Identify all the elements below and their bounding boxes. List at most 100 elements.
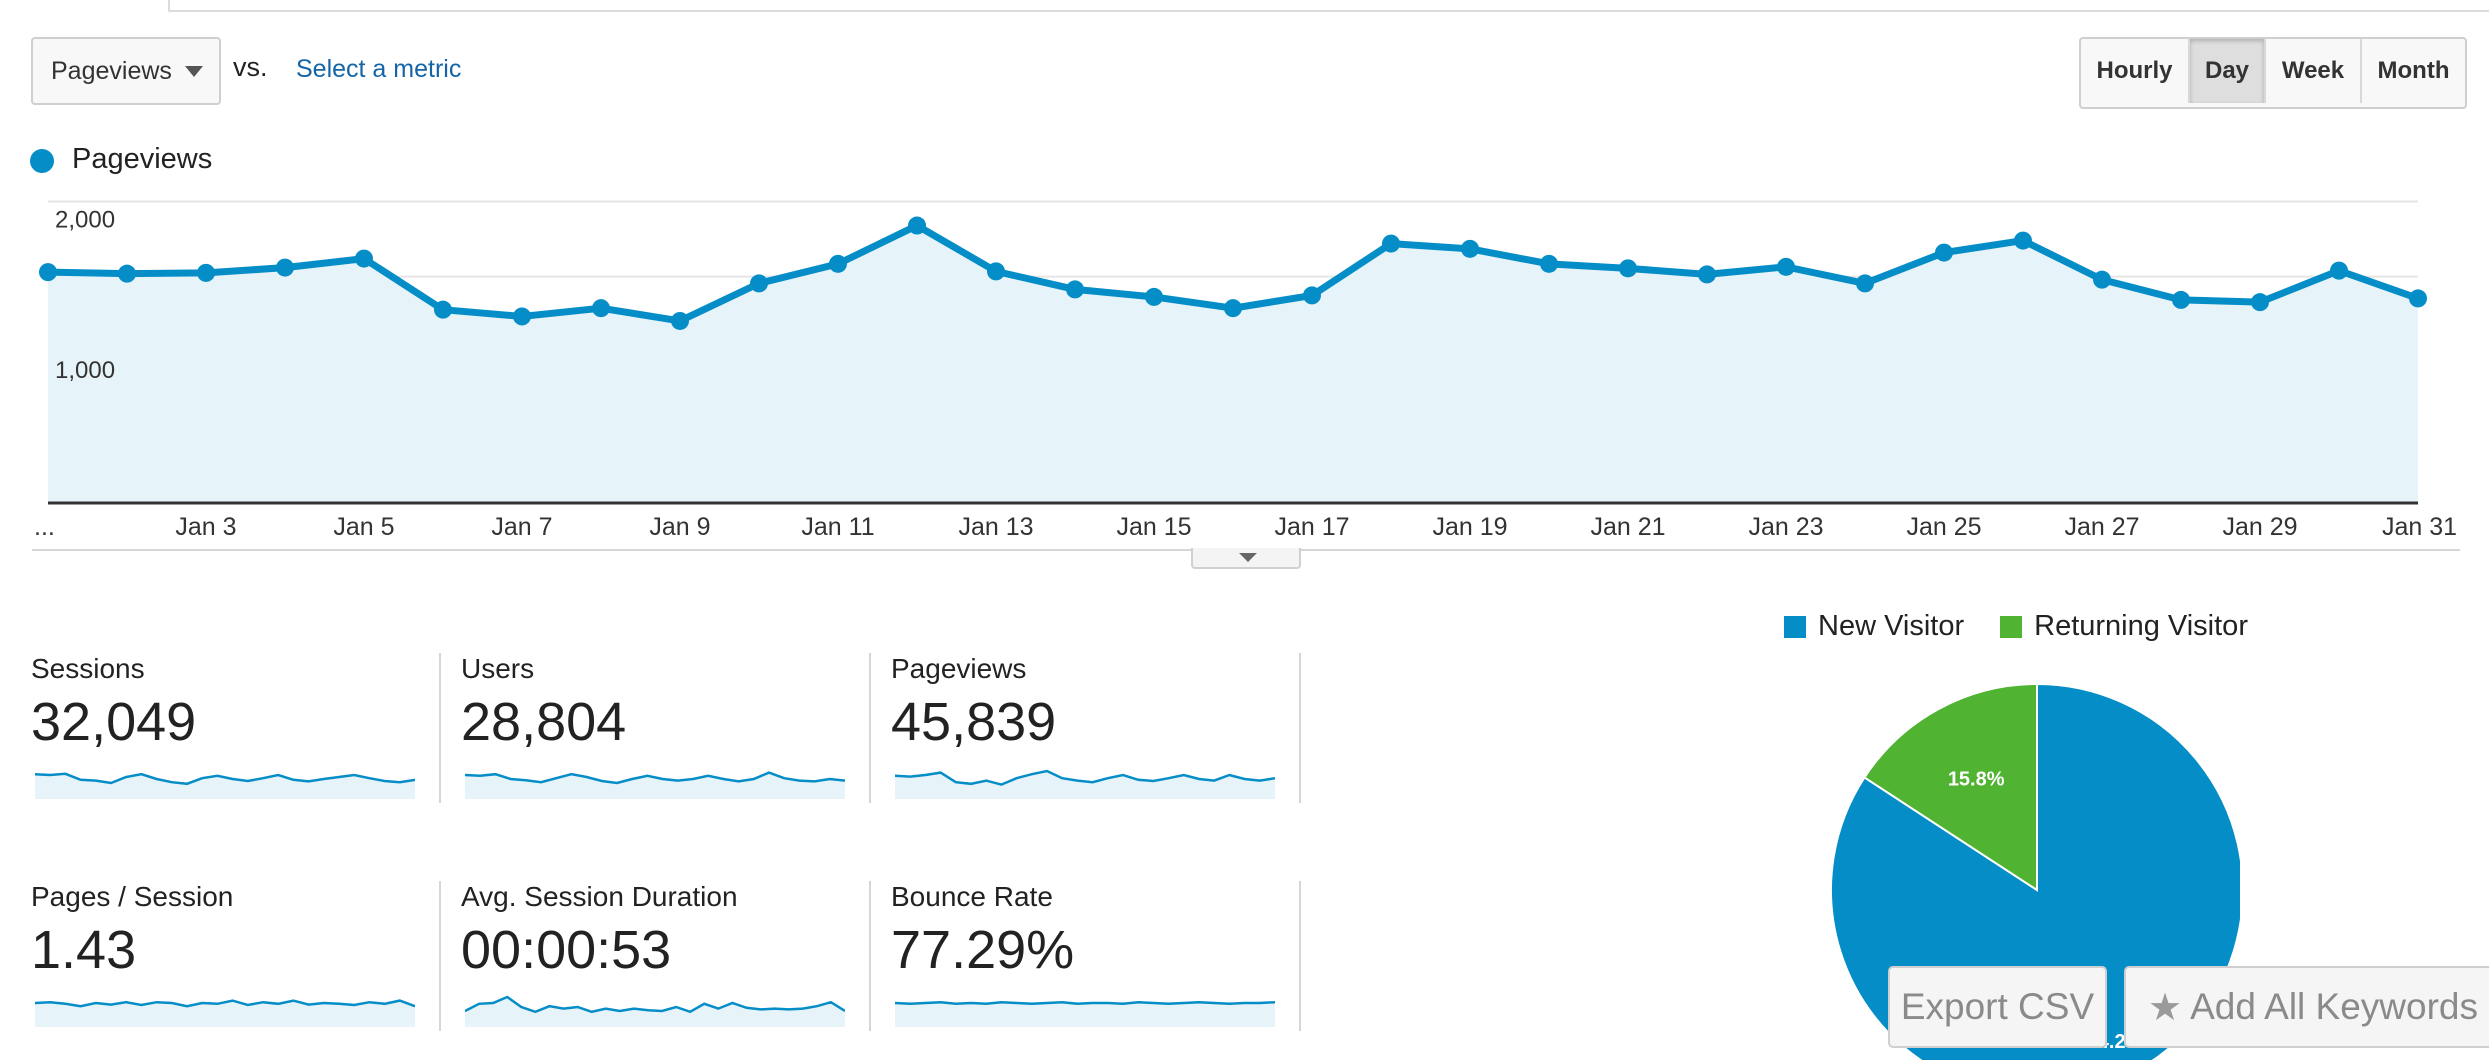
x-tick-label: Jan 3 [175,513,236,541]
scorecard-value: 28,804 [461,692,627,752]
data-point[interactable] [2330,261,2348,280]
scorecard-pageviews[interactable]: Pageviews 45,839 [891,653,1301,803]
sparkline-area [465,772,845,799]
data-point[interactable] [1777,257,1795,276]
x-tick-label: Jan 9 [649,513,710,541]
scorecard-label: Pageviews [891,653,1027,684]
scorecard-value: 77.29% [891,920,1075,980]
scorecard-label: Bounce Rate [891,881,1053,912]
x-tick-label: Jan 29 [2222,513,2297,541]
data-point[interactable] [276,258,294,277]
data-point[interactable] [2409,289,2427,308]
select-metric-link[interactable]: Select a metric [296,55,462,83]
add-all-keywords-label: Add All Keywords [2190,986,2479,1027]
vs-label: vs. [233,52,268,82]
returning-visitor-swatch [2000,615,2023,638]
data-point[interactable] [118,264,136,283]
week-button[interactable]: Week [2264,39,2360,103]
scorecard-label: Sessions [31,653,145,684]
data-point[interactable] [1461,239,1479,258]
pageviews-area [48,225,2418,502]
data-point[interactable] [671,311,689,330]
data-point[interactable] [434,300,452,319]
sparkline-area [465,997,845,1027]
data-point[interactable] [908,216,926,235]
x-tick-label: ... [34,513,55,541]
x-tick-label: Jan 19 [1432,513,1507,541]
data-point[interactable] [513,307,531,326]
data-point[interactable] [1066,280,1084,299]
scorecard-avg-session-duration[interactable]: Avg. Session Duration 00:00:53 [461,881,871,1031]
scorecard-label: Avg. Session Duration [461,881,738,912]
new-visitor-swatch [1784,615,1806,638]
data-point[interactable] [1856,274,1874,293]
sparkline [465,771,845,799]
metric-select[interactable]: Pageviews [31,37,221,105]
scorecard-value: 32,049 [31,692,197,752]
data-point[interactable] [2014,231,2032,250]
y-tick-label: 1,000 [55,357,115,384]
data-point[interactable] [355,249,373,268]
data-point[interactable] [1935,243,1953,262]
sparkline-line [35,772,415,786]
sparkline [895,769,1275,799]
scorecard-value: 00:00:53 [461,920,672,980]
data-point[interactable] [2172,290,2190,309]
y-tick-label: 2,000 [55,207,115,234]
sparkline [465,995,845,1027]
scorecard-bounce-rate[interactable]: Bounce Rate 77.29% [891,881,1301,1031]
scorecard-sessions[interactable]: Sessions 32,049 [31,653,441,803]
scorecard-users[interactable]: Users 28,804 [461,653,871,803]
data-point[interactable] [829,254,847,273]
export-csv-button[interactable]: Export CSV [1888,966,2107,1048]
x-tick-label: Jan 13 [958,513,1033,541]
data-point[interactable] [1382,234,1400,253]
data-point[interactable] [2251,293,2269,312]
scorecard-value: 1.43 [31,920,137,980]
data-point[interactable] [592,299,610,318]
star-icon: ★ [2148,986,2183,1029]
data-point[interactable] [1540,254,1558,273]
sparkline-line [35,999,415,1008]
scorecard-value: 45,839 [891,692,1057,752]
add-all-keywords-button[interactable]: ★ Add All Keywords [2124,966,2489,1048]
hourly-button[interactable]: Hourly [2096,57,2173,84]
data-point[interactable] [750,274,768,293]
x-tick-label: Jan 23 [1748,513,1823,541]
scorecard-pages-session[interactable]: Pages / Session 1.43 [31,881,441,1031]
x-tick-label: Jan 21 [1590,513,1665,541]
granularity-toggle: Hourly Day Week Month [2079,37,2467,109]
sparkline-line [895,769,1275,786]
chevron-down-icon [1239,553,1257,562]
data-point[interactable] [1224,299,1242,318]
sparkline [35,772,415,799]
data-point[interactable] [197,263,215,282]
month-button[interactable]: Month [2360,39,2465,103]
pageviews-legend-marker [30,149,54,173]
data-point[interactable] [1698,265,1716,284]
sparkline [895,1000,1275,1027]
active-tab[interactable] [0,0,170,13]
sparkline-line [895,1000,1275,1006]
data-point[interactable] [39,263,57,282]
day-button[interactable]: Day [2188,39,2264,103]
data-point[interactable] [1303,286,1321,305]
pie-legend: New Visitor Returning Visitor [1784,610,2248,643]
tab-strip-divider [0,10,2489,12]
x-tick-label: Jan 11 [801,513,874,541]
metric-select-value: Pageviews [51,56,172,85]
data-point[interactable] [987,262,1005,281]
x-tick-label: Jan 15 [1116,513,1191,541]
x-tick-label: Jan 5 [333,513,394,541]
pie-slice-returning-visitor[interactable] [1863,683,2038,892]
pie-legend-new-visitor: New Visitor [1818,610,1965,642]
x-tick-label: Jan 7 [491,513,552,541]
data-point[interactable] [2093,270,2111,289]
pie-legend-returning-visitor: Returning Visitor [2034,610,2248,642]
expand-chart-toggle[interactable] [1191,548,1301,569]
data-point[interactable] [1619,259,1637,278]
pageviews-line-chart: 2,000 1,000... Jan 3 Jan 5 Jan 7 Jan 9 Jan 11 J… [32,200,2460,551]
scorecard-label: Users [461,653,535,684]
data-point[interactable] [1145,287,1163,306]
scorecard-label: Pages / Session [31,881,234,912]
